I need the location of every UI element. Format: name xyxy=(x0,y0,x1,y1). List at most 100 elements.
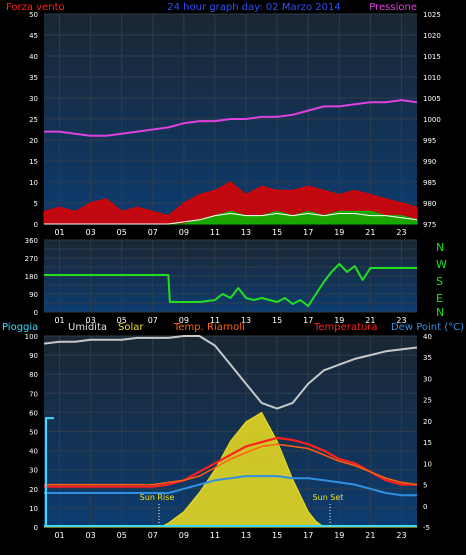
x-tick-label: 05 xyxy=(117,228,127,237)
wind-axis-title: Forza vento xyxy=(6,2,65,13)
series-wind-avg-line xyxy=(44,213,418,225)
y-tick-label: 70 xyxy=(29,390,38,398)
y-tick-label: 20 xyxy=(29,137,38,145)
y2-tick-label: 25 xyxy=(423,397,432,405)
x-tick-label: 21 xyxy=(365,228,375,237)
y2-tick-label: 1025 xyxy=(423,11,441,19)
y-tick-label: 0 xyxy=(34,524,38,532)
y-tick-label: 80 xyxy=(29,371,38,379)
x-tick-label: 03 xyxy=(86,531,96,540)
y2-tick-label: 30 xyxy=(423,375,432,383)
x-tick-label: 05 xyxy=(117,316,127,325)
y2-tick-label: 5 xyxy=(423,482,427,490)
dir-label-w: W xyxy=(436,258,447,271)
x-tick-label: 23 xyxy=(396,316,406,325)
y-tick-label: 35 xyxy=(29,74,38,82)
x-tick-label: 17 xyxy=(303,228,313,237)
y-tick-label: 30 xyxy=(29,467,38,475)
y2-tick-label: 980 xyxy=(423,200,436,208)
dir-label-n-top: N xyxy=(436,241,444,254)
series-pressione-line xyxy=(44,99,418,137)
x-tick-label: 07 xyxy=(148,531,158,540)
legend-solar: Solar xyxy=(118,322,144,333)
series-rain-line xyxy=(45,417,54,527)
y-tick-label: 0 xyxy=(34,309,38,317)
y2-tick-label: 35 xyxy=(423,354,432,362)
y2-tick-label: 1000 xyxy=(423,116,441,124)
y2-tick-label: -5 xyxy=(423,524,430,532)
x-tick-label: 01 xyxy=(54,531,64,540)
dir-label-n-bottom: N xyxy=(436,306,444,319)
x-tick-label: 11 xyxy=(210,531,220,540)
y2-tick-label: 20 xyxy=(423,418,432,426)
legend-umidita: Umidita xyxy=(68,322,107,333)
x-tick-label: 13 xyxy=(241,531,251,540)
y2-tick-label: 975 xyxy=(423,221,436,229)
y-tick-label: 10 xyxy=(29,179,38,187)
y-tick-label: 50 xyxy=(29,429,38,437)
x-tick-label: 13 xyxy=(241,228,251,237)
x-tick-label: 03 xyxy=(86,316,96,325)
x-tick-label: 09 xyxy=(179,531,189,540)
y-tick-label: 40 xyxy=(29,53,38,61)
legend-pioggia: Pioggia xyxy=(2,322,38,333)
series-solar-area xyxy=(44,411,417,528)
x-tick-label: 01 xyxy=(54,316,64,325)
y-tick-label: 100 xyxy=(25,333,38,341)
x-tick-label: 11 xyxy=(210,228,220,237)
legend-dew-point: Dew Point (°C) xyxy=(391,322,464,333)
x-tick-label: 13 xyxy=(241,316,251,325)
legend-temperatura: Temperatura xyxy=(313,322,378,333)
x-tick-label: 21 xyxy=(365,531,375,540)
pressure-axis-title: Pressione xyxy=(369,2,417,13)
y-tick-label: 360 xyxy=(25,237,38,245)
y2-tick-label: 1005 xyxy=(423,95,441,103)
x-tick-label: 19 xyxy=(334,228,344,237)
x-tick-label: 09 xyxy=(179,228,189,237)
y2-tick-label: 10 xyxy=(423,460,432,468)
y2-tick-label: 40 xyxy=(423,333,432,341)
y2-tick-label: 15 xyxy=(423,439,432,447)
y-tick-label: 30 xyxy=(29,95,38,103)
series-direction-line xyxy=(44,263,417,307)
x-tick-label: 23 xyxy=(396,228,406,237)
x-tick-label: 05 xyxy=(117,531,127,540)
x-tick-label: 17 xyxy=(303,531,313,540)
x-tick-label: 07 xyxy=(148,316,158,325)
y2-tick-label: 1020 xyxy=(423,32,441,40)
dir-label-e: E xyxy=(436,292,443,305)
y-tick-label: 25 xyxy=(29,116,38,124)
x-tick-label: 19 xyxy=(334,531,344,540)
y-tick-label: 10 xyxy=(29,505,38,513)
y-tick-label: 15 xyxy=(29,158,38,166)
chart-title: 24 hour graph day: 02 Marzo 2014 xyxy=(167,2,340,13)
x-tick-label: 11 xyxy=(210,316,220,325)
y2-tick-label: 0 xyxy=(423,503,427,511)
y-tick-label: 270 xyxy=(25,255,38,263)
series-umidita-line xyxy=(43,335,418,410)
y-tick-label: 50 xyxy=(29,11,38,19)
y2-tick-label: 995 xyxy=(423,137,436,145)
legend-temp-riarnoli: Temp. Riarnoli xyxy=(173,322,245,333)
y2-tick-label: 985 xyxy=(423,179,436,187)
y-tick-label: 60 xyxy=(29,409,38,417)
x-tick-label: 15 xyxy=(272,531,282,540)
y-tick-label: 20 xyxy=(29,486,38,494)
series-dew-point-c-line xyxy=(44,475,417,497)
y2-tick-label: 990 xyxy=(423,158,436,166)
y-tick-label: 45 xyxy=(29,32,38,40)
y-tick-label: 0 xyxy=(34,221,38,229)
y2-tick-label: 1010 xyxy=(423,74,441,82)
x-tick-label: 07 xyxy=(148,228,158,237)
x-tick-label: 01 xyxy=(54,228,64,237)
y-tick-label: 40 xyxy=(29,448,38,456)
y-tick-label: 90 xyxy=(29,291,38,299)
y-tick-label: 5 xyxy=(34,200,38,208)
sun-set-label: Sun Set xyxy=(313,493,344,502)
y-tick-label: 90 xyxy=(29,352,38,360)
dir-label-s: S xyxy=(436,275,443,288)
sun-rise-label: Sun Rise xyxy=(140,493,175,502)
x-tick-label: 15 xyxy=(272,228,282,237)
x-tick-label: 21 xyxy=(365,316,375,325)
